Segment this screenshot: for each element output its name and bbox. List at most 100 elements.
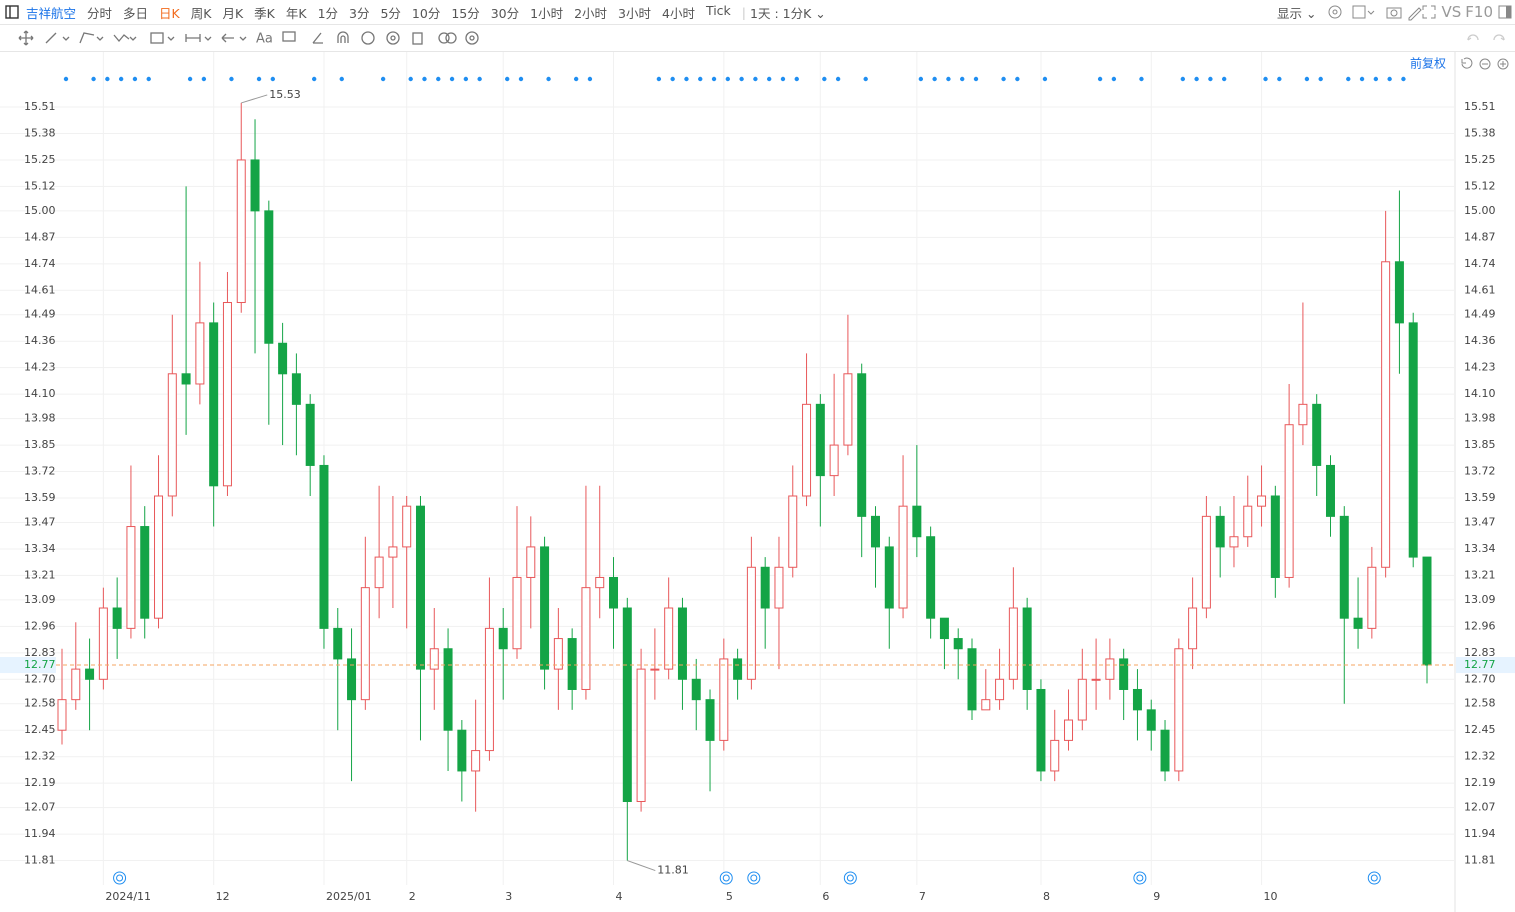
event-dot[interactable] (766, 76, 772, 82)
event-dot[interactable] (1221, 76, 1227, 82)
event-dot[interactable] (1359, 76, 1365, 82)
event-dot[interactable] (863, 76, 868, 82)
event-dot[interactable] (422, 76, 427, 82)
period-tab[interactable]: 1小时 (530, 5, 564, 21)
event-dot[interactable] (436, 76, 441, 82)
event-dot[interactable] (546, 76, 551, 82)
event-dot[interactable] (946, 76, 951, 82)
adjust-mode[interactable]: 前复权 (1410, 56, 1446, 71)
event-dot[interactable] (670, 76, 675, 82)
period-tab[interactable]: 2小时 (574, 5, 608, 21)
event-dot[interactable] (146, 76, 151, 82)
range-select[interactable]: 1天 : 1分K ⌄ (750, 5, 826, 21)
event-dot[interactable] (698, 76, 703, 82)
event-badge[interactable] (113, 871, 127, 885)
event-dot[interactable] (1180, 76, 1186, 82)
event-dot[interactable] (91, 76, 96, 82)
y-tick-label: 14.49 (24, 308, 56, 321)
event-dot[interactable] (256, 76, 262, 82)
period-tab[interactable]: 5分 (380, 5, 401, 21)
event-dot[interactable] (505, 76, 510, 82)
event-dot[interactable] (822, 76, 827, 82)
panel-icon[interactable] (1497, 0, 1515, 25)
event-dot[interactable] (477, 76, 482, 82)
period-tab[interactable]: 月K (222, 5, 244, 21)
event-dot[interactable] (339, 76, 344, 82)
event-dot[interactable] (780, 76, 786, 82)
layout-icon[interactable] (0, 0, 26, 25)
f10-button[interactable]: F10 (1465, 3, 1493, 21)
event-dot[interactable] (656, 76, 662, 82)
symbol[interactable]: 吉祥航空 (26, 5, 77, 21)
event-dot[interactable] (1387, 76, 1392, 82)
period-tab[interactable]: 多日 (123, 5, 149, 21)
event-dot[interactable] (270, 76, 276, 82)
event-dot[interactable] (518, 76, 524, 82)
y-tick-label: 12.45 (24, 723, 56, 736)
event-dot[interactable] (63, 76, 69, 82)
event-dot[interactable] (449, 76, 455, 82)
event-dot[interactable] (118, 76, 124, 82)
period-tab[interactable]: 日K (159, 5, 180, 21)
event-dot[interactable] (932, 76, 937, 82)
event-dot[interactable] (1015, 76, 1020, 82)
period-tab[interactable]: 3分 (349, 5, 370, 21)
event-dot[interactable] (311, 76, 317, 82)
event-dot[interactable] (711, 76, 717, 82)
event-dot[interactable] (1373, 76, 1379, 82)
event-dot[interactable] (1194, 76, 1199, 82)
tool-icons[interactable] (1327, 0, 1437, 25)
event-badge[interactable] (843, 871, 857, 885)
event-dot[interactable] (201, 76, 207, 82)
event-dot[interactable] (380, 76, 386, 82)
period-tab[interactable]: 周K (190, 5, 212, 21)
event-badge[interactable] (719, 871, 733, 885)
event-dot[interactable] (1346, 76, 1351, 82)
period-tab[interactable]: 30分 (490, 5, 520, 21)
event-dot[interactable] (408, 76, 413, 82)
event-dot[interactable] (725, 76, 731, 82)
period-tab[interactable]: 4小时 (662, 5, 695, 21)
event-dot[interactable] (1111, 76, 1117, 82)
event-dot[interactable] (1304, 76, 1310, 82)
event-badge[interactable] (747, 871, 761, 885)
event-dot[interactable] (132, 76, 138, 82)
period-tab[interactable]: 分时 (87, 5, 113, 21)
event-dot[interactable] (187, 76, 193, 82)
event-dot[interactable] (794, 76, 799, 82)
period-tab[interactable]: 15分 (451, 5, 480, 21)
zoom-controls[interactable] (1461, 57, 1509, 70)
event-dot[interactable] (684, 76, 689, 82)
event-dot[interactable] (1139, 76, 1144, 82)
event-dot[interactable] (1042, 76, 1048, 82)
event-dot[interactable] (573, 76, 579, 82)
period-tab[interactable]: 10分 (411, 5, 441, 21)
event-dot[interactable] (835, 76, 841, 82)
event-dot[interactable] (973, 76, 979, 82)
period-tab[interactable]: 年K (285, 5, 307, 21)
event-dot[interactable] (229, 76, 234, 82)
event-badge[interactable] (1133, 871, 1147, 885)
period-tab[interactable]: Tick (705, 2, 731, 18)
event-dot[interactable] (1097, 76, 1103, 82)
period-tab[interactable]: 季K (254, 5, 275, 21)
event-dot[interactable] (918, 76, 924, 82)
vs-button[interactable]: VS (1441, 3, 1462, 21)
period-tab[interactable]: 3小时 (618, 5, 651, 21)
period-tab[interactable]: 1分 (317, 5, 339, 21)
event-dot[interactable] (739, 76, 744, 82)
event-badge[interactable] (1367, 871, 1381, 885)
event-dot[interactable] (105, 76, 110, 82)
event-dot[interactable] (960, 76, 965, 82)
event-dot[interactable] (587, 76, 593, 82)
event-dot[interactable] (753, 76, 758, 82)
event-dot[interactable] (463, 76, 469, 82)
event-dot[interactable] (1277, 76, 1282, 82)
event-dot[interactable] (1001, 76, 1006, 82)
event-dot[interactable] (1208, 76, 1213, 82)
display-menu[interactable]: 显示 ⌄ (1277, 5, 1317, 21)
event-dot[interactable] (1318, 76, 1323, 82)
drawing-tools[interactable]: Aa (0, 25, 1515, 51)
event-dot[interactable] (1401, 76, 1406, 82)
event-dot[interactable] (1263, 76, 1268, 82)
